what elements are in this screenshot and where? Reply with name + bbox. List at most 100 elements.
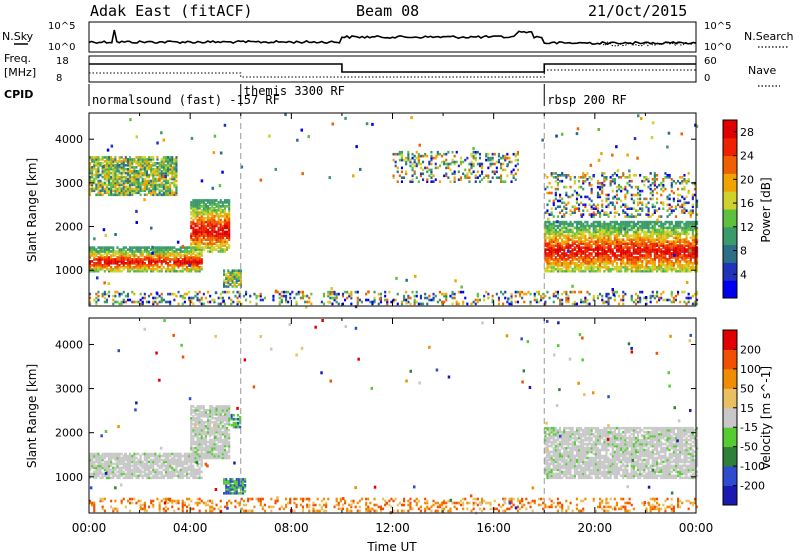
echo-cell	[160, 160, 163, 163]
echo-cell	[599, 254, 602, 257]
echo-cell	[626, 226, 629, 230]
echo-cell	[664, 230, 667, 234]
echo-cell	[200, 179, 204, 183]
echo-cell	[687, 244, 690, 247]
echo-cell	[685, 179, 688, 183]
echo-cell	[141, 187, 144, 191]
echo-cell	[516, 158, 520, 162]
echo-cell	[93, 254, 96, 257]
echo-cell	[622, 203, 625, 207]
echo-cell	[89, 260, 92, 263]
echo-cell	[223, 271, 226, 274]
echo-cell	[93, 265, 96, 269]
echo-cell	[356, 298, 359, 302]
echo-cell	[169, 260, 172, 263]
echo-cell	[219, 244, 222, 247]
echo-cell	[276, 290, 279, 294]
echo-cell	[310, 302, 313, 306]
echo-cell	[344, 116, 347, 120]
echo-cell	[139, 292, 142, 296]
echo-cell	[177, 265, 180, 269]
echo-cell	[474, 150, 477, 154]
echo-cell	[438, 164, 442, 168]
colorbar-swatch	[723, 120, 737, 139]
echo-cell	[384, 298, 387, 302]
echo-cell	[647, 267, 650, 271]
echo-cell	[571, 238, 574, 241]
echo-cell	[588, 197, 591, 201]
echo-cell	[609, 252, 612, 255]
echo-cell	[683, 248, 686, 251]
echo-cell	[565, 246, 568, 249]
echo-cell	[190, 234, 193, 238]
echo-cell	[651, 248, 654, 251]
echo-cell	[546, 209, 549, 212]
echo-cell	[615, 269, 619, 273]
echo-cell	[472, 170, 475, 174]
echo-cell	[656, 218, 659, 222]
echo-cell	[578, 179, 581, 183]
echo-cell	[455, 150, 458, 154]
echo-cell	[679, 252, 682, 255]
echo-cell	[647, 179, 650, 183]
echo-cell	[133, 175, 136, 179]
echo-cell	[160, 185, 163, 189]
echo-cell	[586, 222, 589, 226]
echo-cell	[167, 166, 170, 169]
echo-cell	[639, 244, 642, 248]
echo-cell	[649, 256, 652, 259]
echo-cell	[204, 216, 208, 220]
echo-cell	[674, 242, 678, 245]
echo-cell	[679, 264, 682, 267]
echo-cell	[683, 269, 686, 273]
echo-cell	[221, 226, 224, 230]
echo-cell	[411, 180, 414, 183]
echo-cell	[135, 262, 138, 265]
echo-cell	[679, 236, 682, 240]
echo-cell	[164, 269, 168, 273]
echo-cell	[552, 230, 555, 234]
echo-cell	[167, 292, 170, 296]
echo-cell	[108, 250, 111, 253]
echo-cell	[681, 254, 684, 257]
echo-cell	[150, 179, 153, 183]
echo-cell	[103, 156, 106, 159]
echo-cell	[660, 230, 663, 234]
echo-cell	[101, 193, 104, 197]
echo-cell	[612, 196, 615, 200]
echo-cell	[259, 178, 263, 182]
echo-cell	[696, 302, 699, 306]
echo-cell	[386, 298, 389, 302]
echo-cell	[99, 179, 102, 183]
echo-cell	[512, 176, 515, 179]
echo-cell	[559, 234, 562, 238]
echo-cell	[685, 258, 688, 261]
echo-cell	[588, 183, 591, 187]
echo-cell	[438, 298, 442, 302]
echo-cell	[592, 215, 595, 218]
echo-cell	[158, 260, 161, 263]
echo-cell	[145, 300, 149, 304]
echo-cell	[139, 173, 142, 177]
echo-cell	[689, 267, 692, 271]
echo-cell	[660, 222, 663, 226]
echo-cell	[211, 250, 214, 253]
echo-cell	[658, 262, 661, 265]
echo-cell	[122, 258, 125, 261]
echo-cell	[596, 234, 600, 238]
echo-cell	[605, 250, 608, 253]
echo-cell	[696, 230, 699, 234]
echo-cell	[430, 298, 433, 302]
echo-cell	[500, 176, 503, 179]
echo-cell	[287, 300, 290, 304]
echo-cell	[647, 220, 650, 224]
echo-cell	[693, 262, 697, 265]
echo-cell	[108, 248, 111, 251]
echo-cell	[681, 187, 684, 191]
echo-cell	[615, 258, 619, 261]
echo-cell	[154, 250, 157, 253]
echo-cell	[554, 242, 557, 245]
echo-cell	[689, 252, 692, 255]
echo-cell	[207, 201, 210, 204]
echo-cell	[611, 254, 614, 257]
